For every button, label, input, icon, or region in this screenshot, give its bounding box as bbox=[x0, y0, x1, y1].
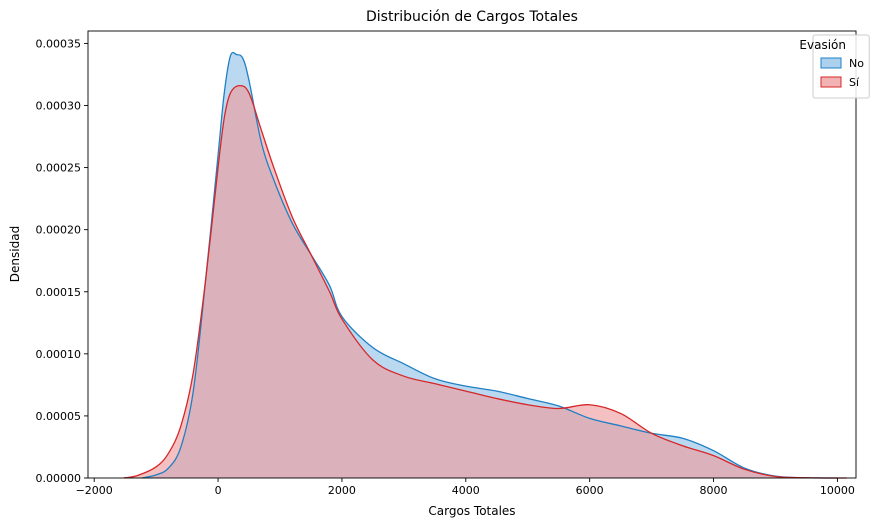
x-tick-label: 2000 bbox=[328, 484, 356, 497]
x-axis-ticks: −2000 0 2000 4000 6000 8000 10000 bbox=[76, 478, 855, 497]
chart-title: Distribución de Cargos Totales bbox=[366, 9, 578, 25]
series-si-area bbox=[123, 85, 847, 478]
y-tick-label: 0.00005 bbox=[36, 410, 82, 423]
y-tick-label: 0.00030 bbox=[36, 100, 82, 113]
x-tick-label: 4000 bbox=[452, 484, 480, 497]
legend-entries: No Sí bbox=[820, 57, 864, 89]
legend-title: Evasión bbox=[799, 38, 846, 52]
x-tick-label: 0 bbox=[215, 484, 222, 497]
x-tick-label: 6000 bbox=[576, 484, 604, 497]
series-lines bbox=[123, 51, 847, 479]
plot-frame bbox=[87, 30, 857, 479]
y-axis-label: Densidad bbox=[8, 226, 22, 282]
series-fills bbox=[123, 52, 847, 478]
series-layer bbox=[123, 51, 847, 479]
x-tick-label: 10000 bbox=[820, 484, 855, 497]
y-tick-label: 0.00000 bbox=[36, 472, 82, 485]
y-tick-label: 0.00025 bbox=[36, 162, 82, 175]
y-tick-label: 0.00020 bbox=[36, 224, 82, 237]
y-tick-label: 0.00010 bbox=[36, 348, 82, 361]
x-tick-label: −2000 bbox=[76, 484, 113, 497]
x-tick-label: 8000 bbox=[700, 484, 728, 497]
legend-no-swatch bbox=[820, 57, 842, 69]
x-axis-label: Cargos Totales bbox=[428, 504, 515, 518]
legend-si-swatch bbox=[820, 76, 842, 88]
y-tick-label: 0.00035 bbox=[36, 37, 82, 50]
legend: Evasión No Sí bbox=[799, 34, 870, 99]
y-axis-ticks: 0.00000 0.00005 0.00010 0.00015 0.00020 0.000… bbox=[36, 37, 88, 485]
legend-no-label: No bbox=[849, 57, 864, 70]
legend-si-label: Sí bbox=[849, 76, 860, 89]
series-si-line bbox=[123, 84, 847, 479]
y-tick-label: 0.00015 bbox=[36, 286, 82, 299]
